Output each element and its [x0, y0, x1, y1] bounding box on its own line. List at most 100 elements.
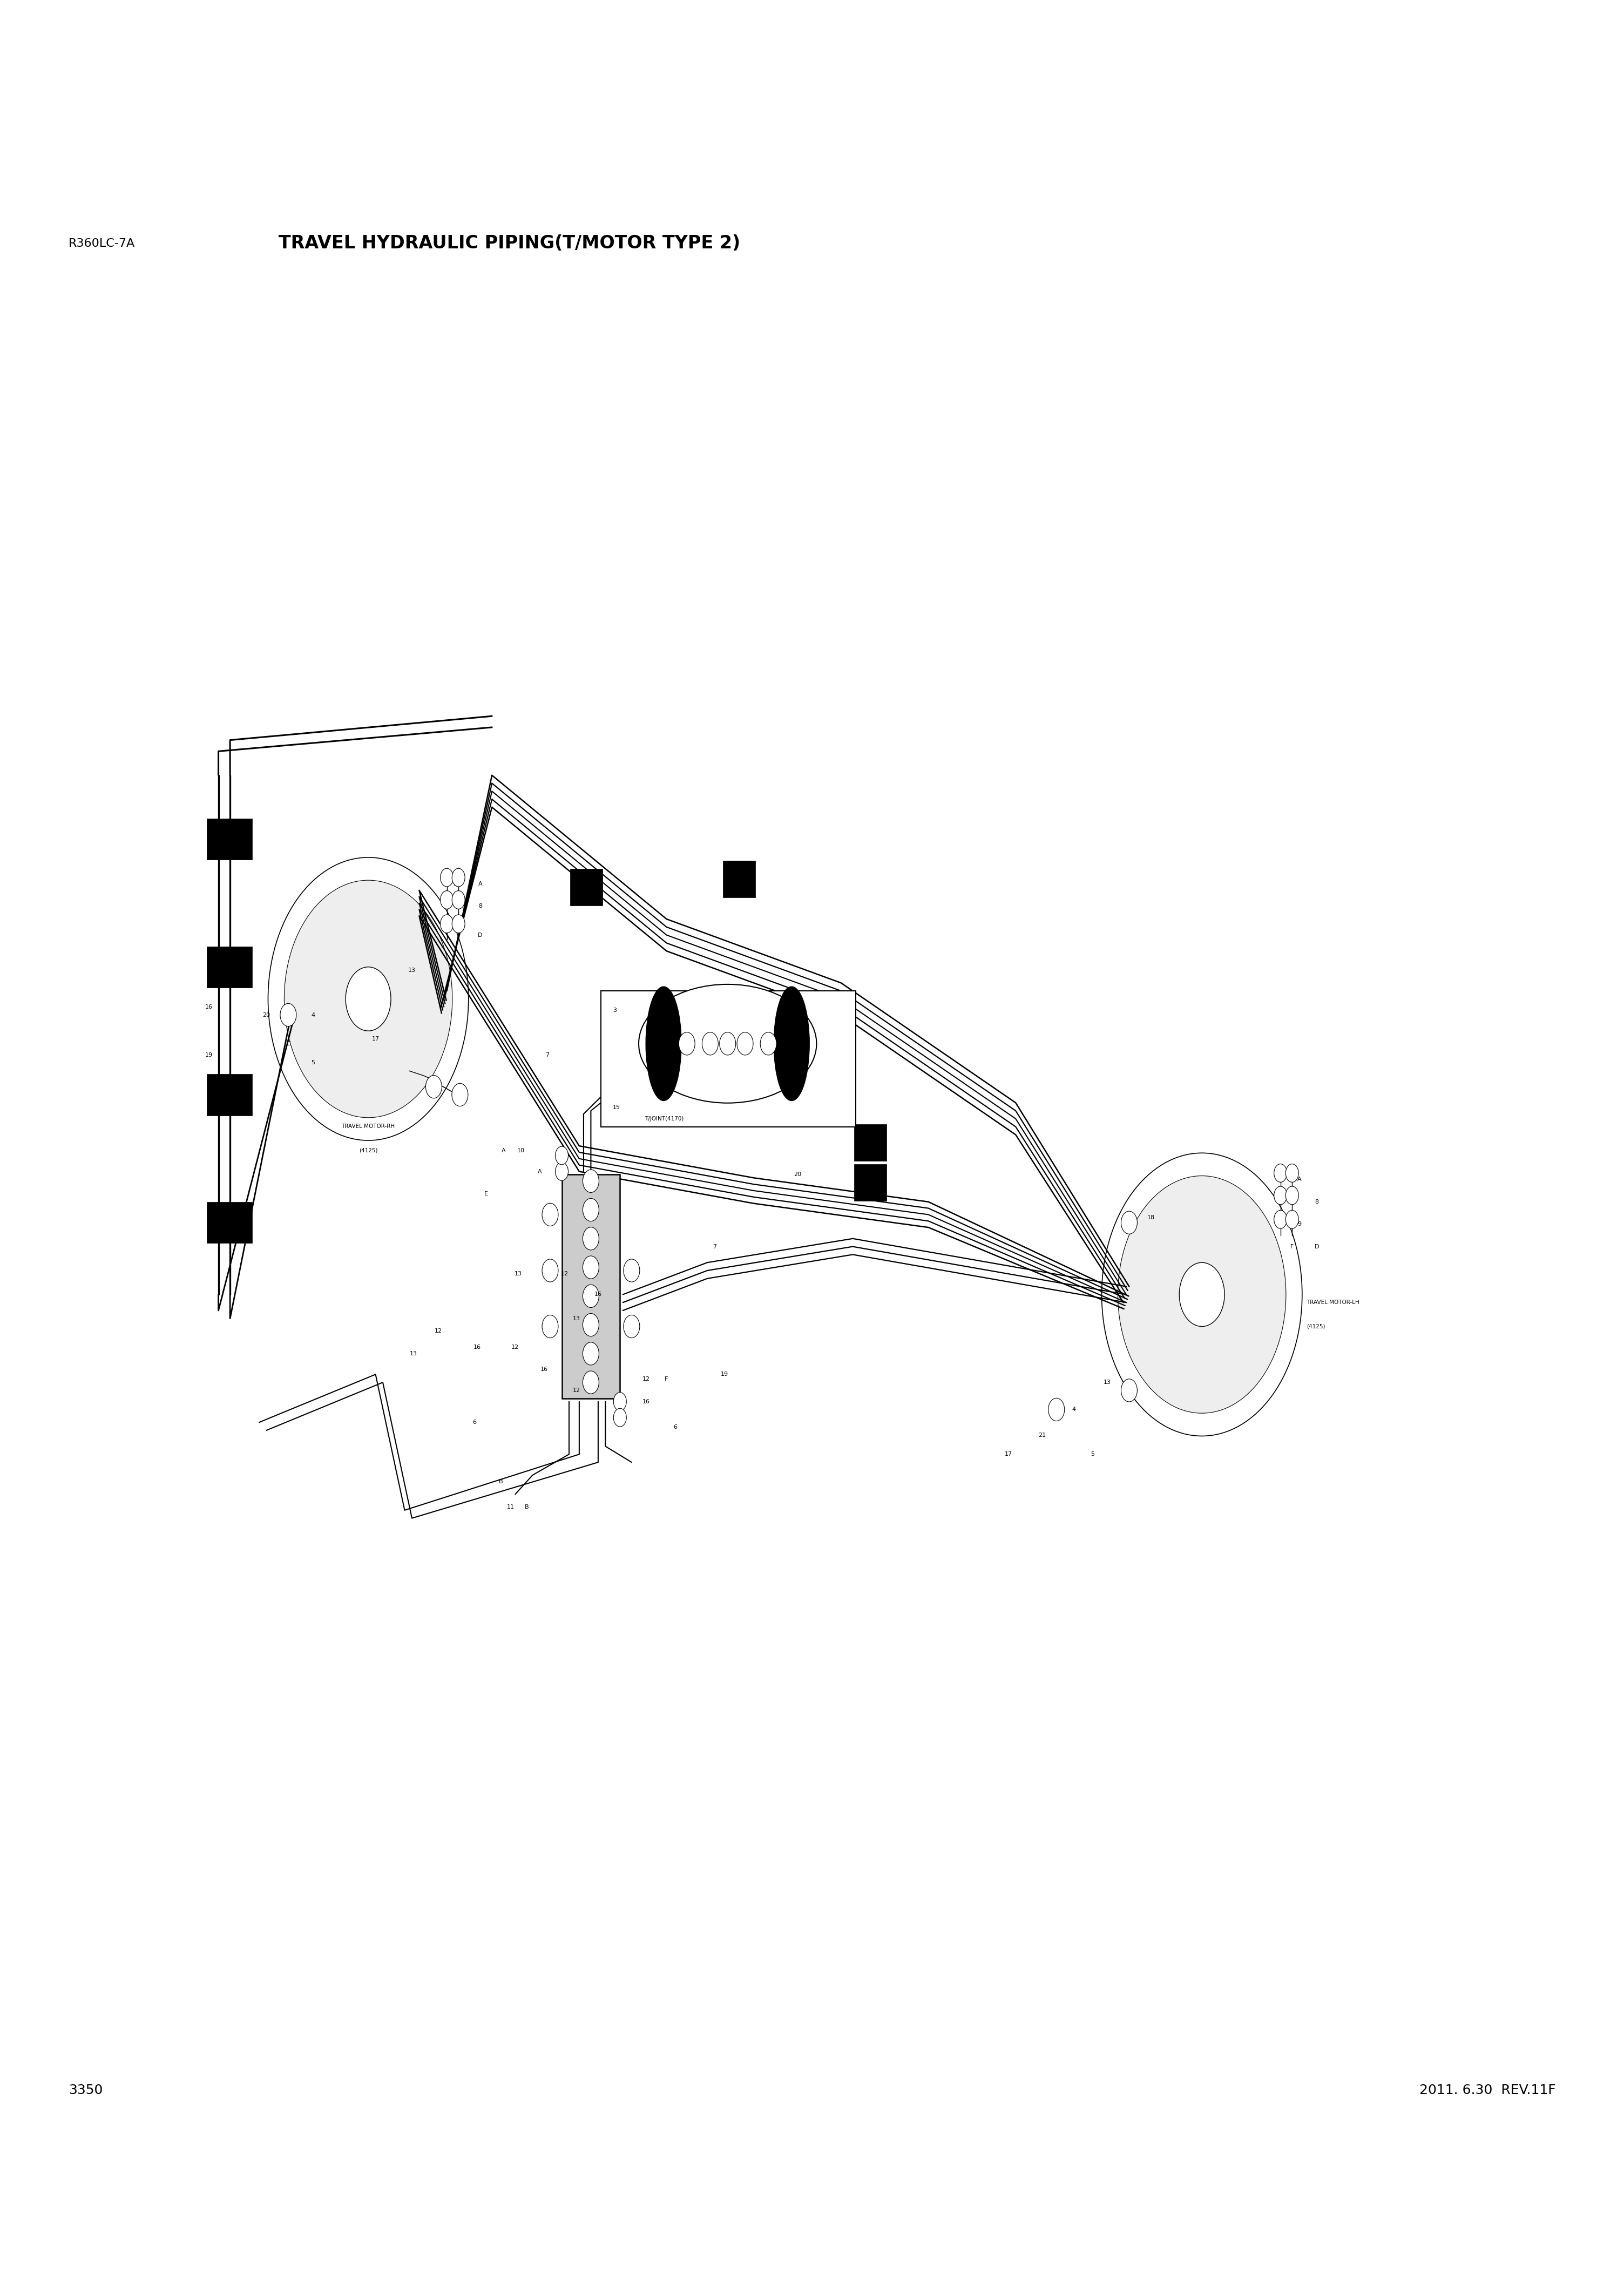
Circle shape	[1252, 1335, 1255, 1340]
Circle shape	[1239, 1296, 1242, 1298]
Circle shape	[1181, 1310, 1182, 1314]
Circle shape	[1143, 1347, 1147, 1351]
Circle shape	[341, 1058, 344, 1060]
Circle shape	[1233, 1269, 1236, 1271]
Text: 11: 11	[507, 1505, 515, 1509]
Circle shape	[555, 1147, 568, 1166]
Circle shape	[1229, 1287, 1231, 1289]
Circle shape	[387, 1021, 390, 1026]
Circle shape	[336, 982, 339, 985]
Circle shape	[359, 1049, 362, 1051]
Circle shape	[416, 989, 419, 994]
Circle shape	[1247, 1298, 1249, 1301]
Circle shape	[357, 948, 361, 953]
Circle shape	[1199, 1237, 1202, 1239]
Circle shape	[1192, 1264, 1195, 1266]
Text: 19: 19	[721, 1372, 729, 1376]
Text: 20: 20	[794, 1172, 801, 1177]
Circle shape	[362, 1005, 364, 1010]
Circle shape	[1194, 1294, 1195, 1298]
Text: 12: 12	[573, 1388, 580, 1392]
Circle shape	[1215, 1367, 1218, 1369]
Circle shape	[1199, 1344, 1202, 1347]
Circle shape	[391, 1021, 395, 1026]
Circle shape	[424, 1014, 427, 1017]
Circle shape	[357, 996, 361, 1001]
Circle shape	[1192, 1294, 1195, 1298]
Circle shape	[1229, 1333, 1231, 1337]
Circle shape	[403, 973, 404, 976]
Circle shape	[1207, 1255, 1208, 1260]
Circle shape	[378, 927, 382, 930]
Circle shape	[1179, 1296, 1182, 1301]
Circle shape	[624, 1260, 640, 1282]
Circle shape	[404, 1030, 408, 1033]
Circle shape	[1187, 1276, 1190, 1278]
Circle shape	[1259, 1335, 1262, 1340]
Circle shape	[1220, 1349, 1221, 1353]
Circle shape	[383, 987, 387, 992]
Circle shape	[309, 1012, 310, 1017]
Text: TRAVEL MOTOR-RH: TRAVEL MOTOR-RH	[341, 1124, 395, 1129]
Circle shape	[1181, 1388, 1182, 1392]
Circle shape	[583, 1198, 599, 1221]
Text: 16: 16	[205, 1005, 213, 1010]
Circle shape	[369, 1012, 370, 1017]
Circle shape	[1187, 1349, 1189, 1351]
Circle shape	[333, 923, 335, 925]
Text: T/JOINT(4170): T/JOINT(4170)	[645, 1115, 684, 1122]
Text: A: A	[1298, 1177, 1301, 1182]
Circle shape	[1205, 1264, 1208, 1266]
Circle shape	[1155, 1234, 1156, 1239]
Text: 6: 6	[674, 1424, 677, 1429]
Circle shape	[377, 960, 380, 964]
Circle shape	[1143, 1241, 1147, 1246]
Circle shape	[1202, 1333, 1205, 1335]
Text: 13: 13	[408, 966, 416, 973]
Text: 15: 15	[612, 1104, 620, 1111]
Circle shape	[351, 980, 354, 982]
Circle shape	[1161, 1344, 1164, 1349]
Circle shape	[403, 955, 406, 960]
Circle shape	[1208, 1285, 1210, 1289]
Circle shape	[385, 978, 387, 982]
Circle shape	[1192, 1257, 1194, 1262]
Circle shape	[1197, 1351, 1200, 1353]
Circle shape	[393, 916, 396, 921]
Circle shape	[1184, 1243, 1186, 1248]
Circle shape	[312, 964, 315, 969]
Circle shape	[343, 946, 344, 950]
Circle shape	[1189, 1351, 1192, 1356]
Circle shape	[348, 960, 351, 964]
Circle shape	[349, 1072, 352, 1076]
Circle shape	[1140, 1282, 1142, 1287]
Circle shape	[322, 964, 323, 969]
Circle shape	[1186, 1246, 1189, 1250]
Circle shape	[1192, 1189, 1195, 1193]
Circle shape	[1216, 1257, 1218, 1260]
Bar	[854, 1163, 887, 1200]
Circle shape	[1202, 1260, 1205, 1262]
Circle shape	[1184, 1285, 1186, 1287]
Circle shape	[315, 1026, 317, 1030]
Circle shape	[1220, 1367, 1223, 1372]
Circle shape	[346, 1076, 348, 1081]
Circle shape	[1179, 1264, 1181, 1266]
Circle shape	[393, 964, 395, 966]
Circle shape	[359, 1090, 362, 1095]
Circle shape	[1205, 1262, 1208, 1264]
Circle shape	[1194, 1218, 1197, 1221]
Circle shape	[357, 966, 359, 969]
Circle shape	[1218, 1257, 1221, 1262]
Circle shape	[268, 856, 468, 1140]
Circle shape	[440, 891, 453, 909]
Circle shape	[356, 978, 357, 980]
Circle shape	[1187, 1257, 1189, 1262]
Circle shape	[429, 1010, 430, 1014]
Circle shape	[1237, 1308, 1239, 1312]
Circle shape	[338, 953, 339, 957]
Circle shape	[356, 992, 359, 994]
Circle shape	[356, 898, 357, 900]
Circle shape	[335, 985, 338, 987]
Circle shape	[354, 994, 357, 996]
